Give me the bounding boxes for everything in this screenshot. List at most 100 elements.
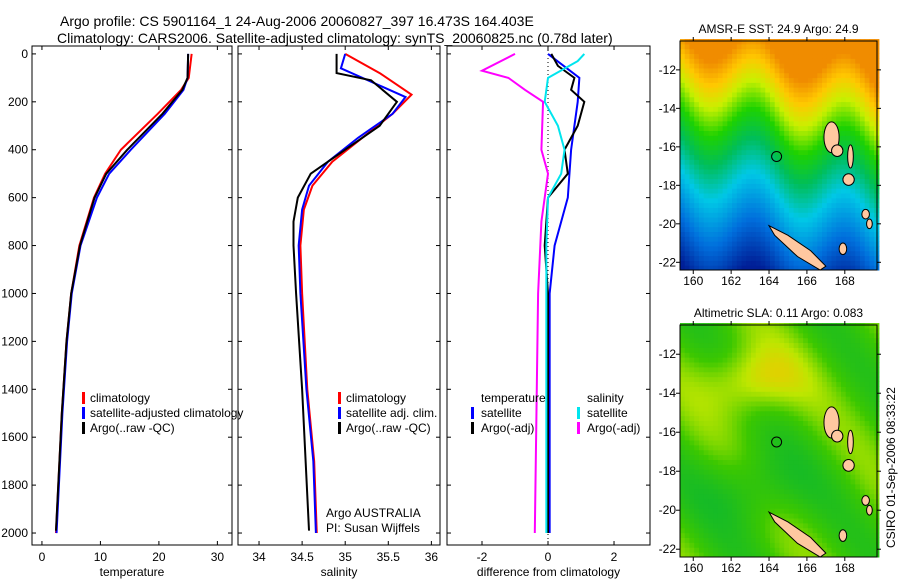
map-cell xyxy=(817,357,823,363)
map-cell xyxy=(826,164,833,170)
map-cell xyxy=(680,440,686,446)
map-cell xyxy=(717,449,724,456)
map-cell xyxy=(769,154,776,160)
map-cell xyxy=(817,542,823,548)
map-cell xyxy=(807,236,814,242)
map-cell xyxy=(765,164,771,170)
map-cell xyxy=(798,260,804,266)
map-cell xyxy=(798,415,804,422)
map-cell xyxy=(741,43,747,50)
map-cell xyxy=(822,154,828,160)
map-cell xyxy=(841,202,847,208)
map-cell xyxy=(713,464,719,470)
map-cell xyxy=(784,67,790,74)
map-cell xyxy=(760,212,766,218)
map-cell xyxy=(698,164,705,170)
map-cell xyxy=(769,327,776,334)
map-cell xyxy=(746,159,752,165)
map-cell xyxy=(717,82,724,88)
map-cell xyxy=(845,39,851,45)
map-cell xyxy=(803,193,809,199)
map-cell xyxy=(684,410,690,417)
map-cell xyxy=(784,537,790,543)
map-cell xyxy=(684,342,690,348)
map-cell xyxy=(713,241,719,247)
map-cell xyxy=(793,120,799,127)
map-cell xyxy=(732,149,738,156)
map-cell xyxy=(798,474,804,480)
map-cell xyxy=(831,513,837,519)
map-cell xyxy=(694,503,700,509)
map-cell xyxy=(755,125,762,131)
map-cell xyxy=(732,352,738,358)
map-cell xyxy=(803,207,809,213)
map-cell xyxy=(798,144,804,151)
map-cell xyxy=(788,435,795,441)
map-cell xyxy=(850,522,856,529)
map-cell xyxy=(831,226,837,233)
map-cell xyxy=(751,154,757,160)
map-cell xyxy=(803,337,809,344)
map-cell xyxy=(841,410,847,417)
map-cell xyxy=(741,101,747,107)
map-cell xyxy=(694,168,700,175)
map-cell xyxy=(741,197,747,204)
map-cell xyxy=(807,342,814,348)
map-cell xyxy=(836,111,842,117)
map-cell xyxy=(812,342,818,348)
map-cell xyxy=(812,193,818,199)
map-cell xyxy=(689,178,695,184)
map-cell xyxy=(698,386,705,392)
map-cell xyxy=(807,193,814,199)
map-cell xyxy=(803,552,809,558)
vanuatu-island xyxy=(838,242,848,256)
map-cell xyxy=(822,440,828,446)
map-cell xyxy=(760,178,766,184)
map-cell xyxy=(779,474,785,480)
map-cell xyxy=(680,202,686,208)
map-cell xyxy=(708,381,714,387)
map-cell xyxy=(822,332,828,339)
map-cell xyxy=(760,327,766,334)
map-cell xyxy=(746,212,752,218)
map-cell xyxy=(680,193,686,199)
map-cell xyxy=(741,159,747,165)
map-cell xyxy=(836,265,842,271)
map-cell xyxy=(746,48,752,55)
map-cell xyxy=(736,250,743,257)
map-cell xyxy=(727,87,733,93)
map-cell xyxy=(859,96,866,103)
map-cell xyxy=(859,401,866,407)
map-cell xyxy=(788,207,795,213)
map-cell xyxy=(751,77,757,83)
map-cell xyxy=(698,396,705,402)
map-cell xyxy=(807,527,814,534)
map-cell xyxy=(845,241,851,247)
map-cell xyxy=(793,39,799,45)
map-cell xyxy=(864,168,870,175)
map-cell xyxy=(798,231,804,237)
map-cell xyxy=(746,362,752,368)
map-cell xyxy=(680,231,686,237)
map-cell xyxy=(769,396,776,402)
map-cell xyxy=(703,91,709,98)
map-cell xyxy=(793,178,799,184)
map-cell xyxy=(760,135,766,141)
map-cell xyxy=(751,342,757,348)
map-cell xyxy=(817,48,823,55)
map-cell xyxy=(769,221,776,228)
new-caledonia-island xyxy=(767,224,827,271)
map-cell xyxy=(717,144,724,151)
map-cell xyxy=(684,236,690,242)
map-cell xyxy=(727,96,733,103)
map-cell xyxy=(755,542,762,548)
map-cell xyxy=(769,415,776,422)
map-cell xyxy=(831,449,837,456)
map-cell xyxy=(746,513,752,519)
map-cell xyxy=(765,552,771,558)
map-cell xyxy=(722,552,728,558)
map-cell xyxy=(803,116,809,122)
map-cell xyxy=(864,420,870,426)
map-cell xyxy=(855,391,861,397)
map-cell xyxy=(859,188,866,194)
